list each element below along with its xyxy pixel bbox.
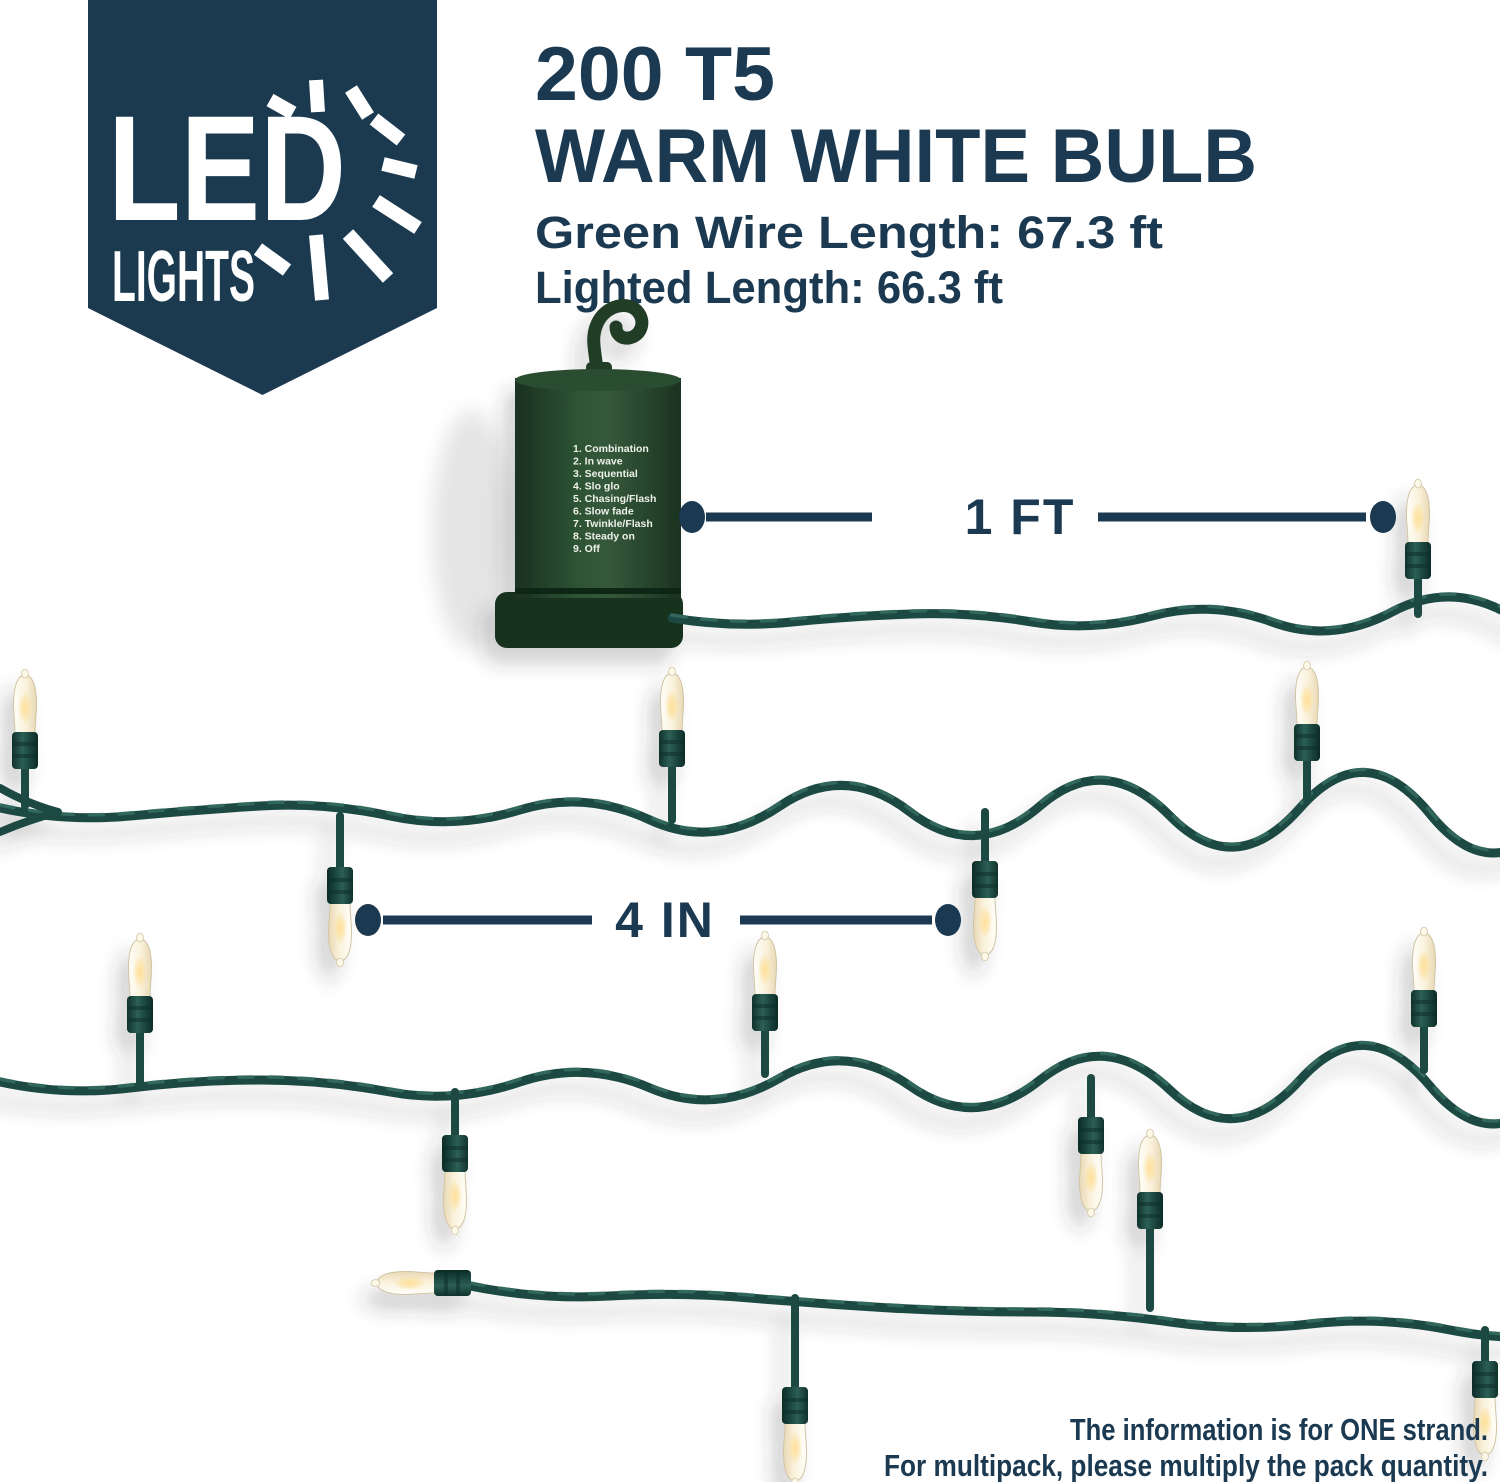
measurement-endpoint-dot — [935, 904, 961, 936]
measurement-endpoint-dot — [1370, 501, 1396, 533]
warm-white-bulb — [751, 930, 779, 1032]
bulb-stems — [21, 574, 1489, 1392]
warm-white-bulb — [658, 666, 686, 768]
battery-base — [495, 592, 683, 648]
battery-mode-item: 2. In wave — [573, 456, 623, 468]
measurement-1ft: 1 FT — [679, 489, 1396, 545]
battery-mode-list: 1. Combination 2. In wave 3. Sequential … — [573, 443, 656, 555]
light-string-wire-row-3 — [465, 1281, 1500, 1342]
warm-white-bulb — [1077, 1116, 1105, 1218]
warm-white-bulb — [1293, 660, 1321, 762]
light-string-wire-row-2 — [0, 1040, 1500, 1129]
warm-white-bulb — [441, 1134, 469, 1236]
warm-white-bulb — [326, 866, 354, 968]
battery-mode-item: 9. Off — [573, 543, 600, 555]
warm-white-bulb — [1410, 926, 1438, 1028]
battery-shadow — [432, 410, 512, 650]
footnote-line-2: For multipack, please multiply the pack … — [884, 1448, 1488, 1482]
bulbs — [11, 478, 1499, 1482]
warm-white-bulb — [1136, 1128, 1164, 1230]
warm-white-bulb — [126, 932, 154, 1034]
measurement-endpoint-dot — [355, 904, 381, 936]
warm-white-bulb — [370, 1269, 472, 1297]
warm-white-bulb — [781, 1386, 809, 1482]
brand-badge: LED LIGHTS — [88, 0, 437, 395]
measurement-4in: 4 IN — [355, 892, 961, 948]
measurement-4in-label: 4 IN — [615, 892, 715, 948]
warm-white-bulb — [1404, 478, 1432, 580]
battery-mode-item: 7. Twinkle/Flash — [573, 518, 653, 530]
battery-pack: 1. Combination 2. In wave 3. Sequential … — [495, 299, 683, 648]
battery-body — [515, 378, 681, 598]
battery-mode-item: 3. Sequential — [573, 468, 638, 480]
logo-led-text: LED — [108, 84, 346, 252]
light-string-wire-row-1 — [0, 767, 1500, 858]
battery-mode-item: 6. Slow fade — [573, 506, 634, 518]
battery-mode-item: 8. Steady on — [573, 531, 635, 543]
footnote-line-1: The information is for ONE strand. — [1070, 1412, 1488, 1447]
warm-white-bulb — [11, 668, 39, 770]
measurement-endpoint-dot — [679, 501, 705, 533]
battery-mode-item: 5. Chasing/Flash — [573, 493, 656, 505]
spec-wire-length: Green Wire Length: 67.3 ft — [535, 207, 1163, 258]
footnote: The information is for ONE strand. For m… — [884, 1412, 1488, 1482]
light-string-wire-top — [667, 592, 1500, 636]
sunburst-icon — [253, 79, 422, 301]
header: 200 T5 WARM WHITE BULB Green Wire Length… — [535, 32, 1257, 313]
battery-mode-item: 4. Slo glo — [573, 481, 620, 493]
title-line-1: 200 T5 — [535, 32, 775, 117]
battery-mode-item: 1. Combination — [573, 443, 649, 455]
logo-lights-text: LIGHTS — [112, 237, 255, 317]
warm-white-bulb — [971, 860, 999, 962]
measurement-1ft-label: 1 FT — [965, 489, 1076, 545]
title-line-2: WARM WHITE BULB — [535, 114, 1257, 199]
battery-hook — [587, 299, 649, 387]
battery-top — [515, 369, 681, 391]
battery-seam — [515, 588, 681, 594]
